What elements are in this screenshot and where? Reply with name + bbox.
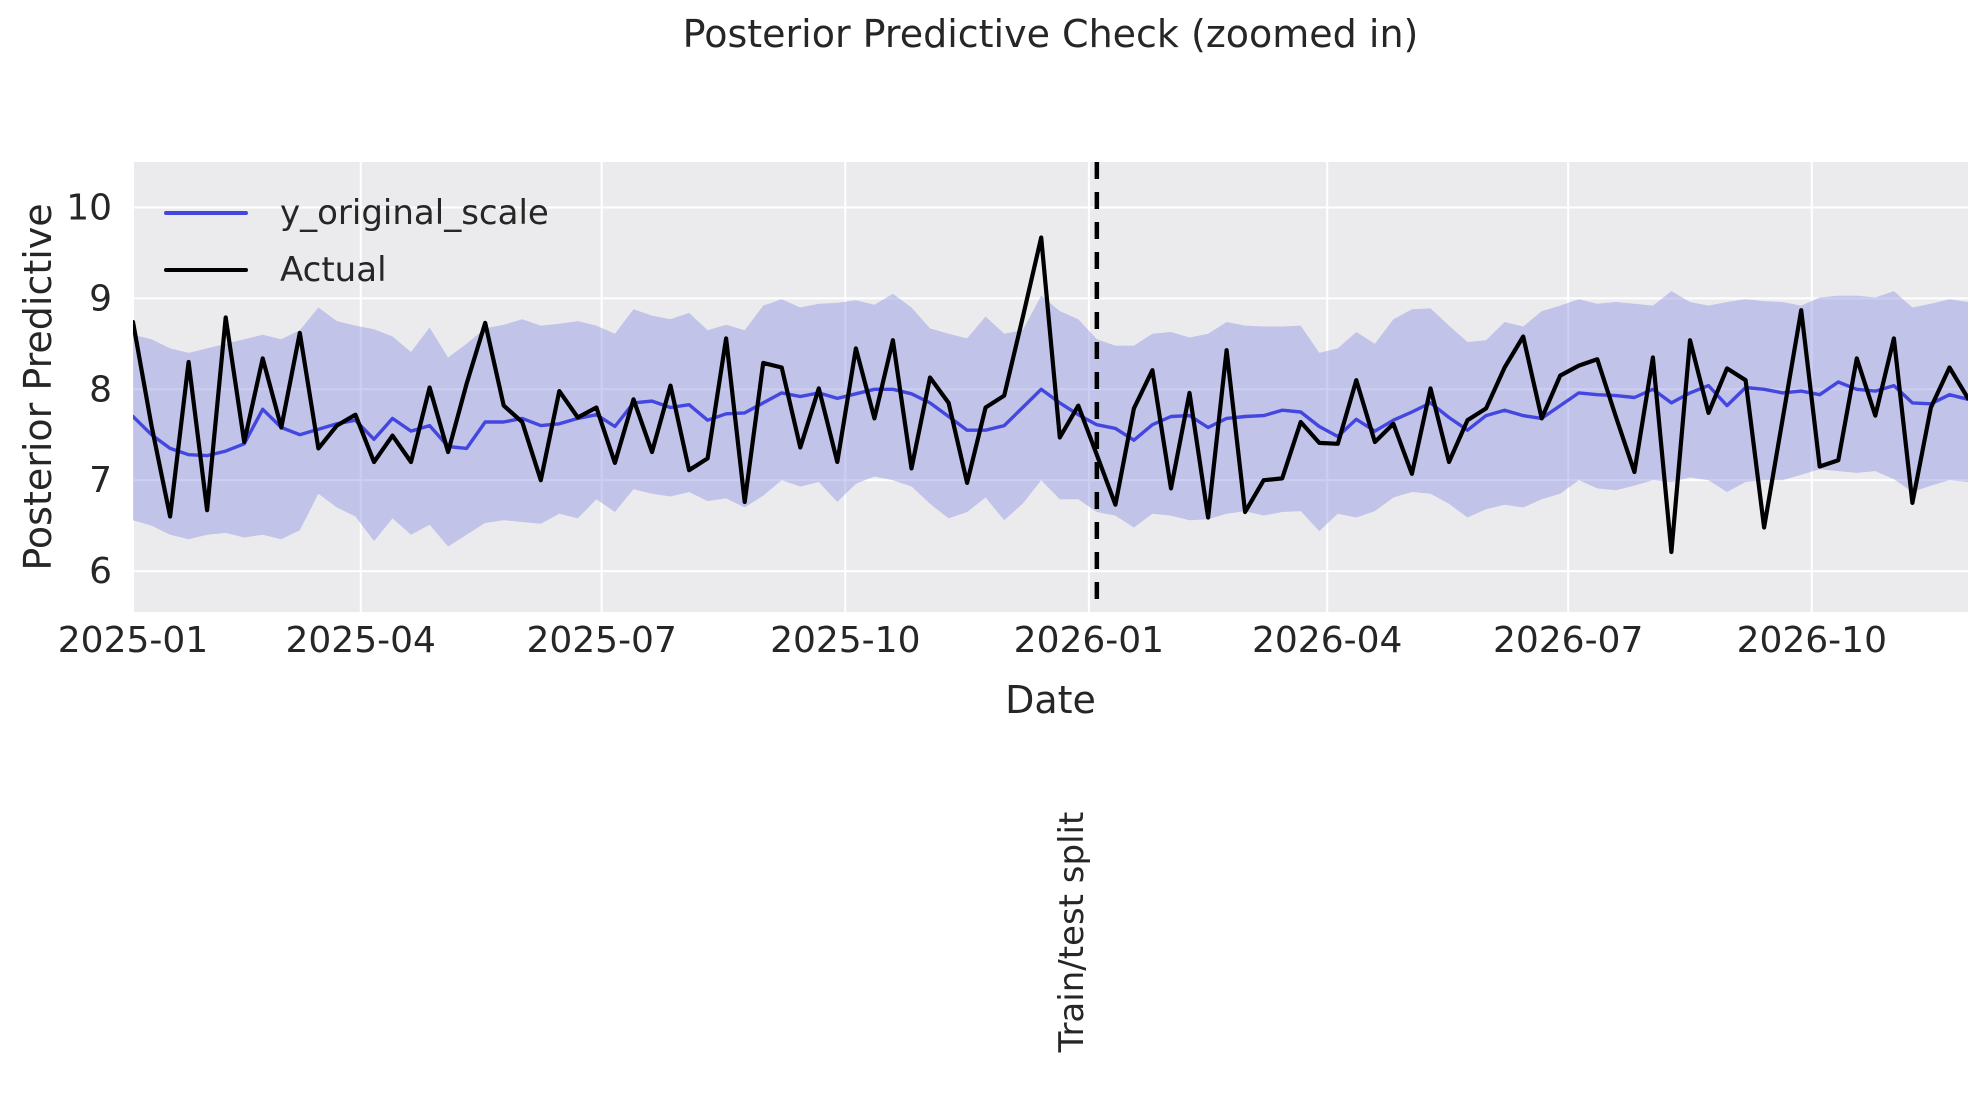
plot-area xyxy=(133,162,1968,612)
predicted-line xyxy=(133,380,1968,458)
predicted-line-sample-icon xyxy=(164,210,248,215)
actual-line-sample-icon xyxy=(164,267,248,272)
y-tick-label: 8 xyxy=(89,369,112,410)
x-tick-label: 2026-04 xyxy=(1252,620,1402,661)
x-tick-label: 2025-07 xyxy=(526,620,676,661)
y-axis-label: Posterior Predictive xyxy=(16,203,60,571)
legend-item-predicted: y_original_scale xyxy=(164,184,549,241)
y-tick-label: 7 xyxy=(89,460,112,501)
x-axis-label: Date xyxy=(1005,678,1096,722)
x-tick-label: 2026-07 xyxy=(1493,620,1643,661)
legend-item-actual: Actual xyxy=(164,241,549,298)
x-tick-label: 2026-01 xyxy=(1014,620,1164,661)
y-tick-label: 10 xyxy=(66,187,112,228)
x-tick-label: 2025-10 xyxy=(770,620,920,661)
y-tick-label: 6 xyxy=(89,551,112,592)
hdi-band xyxy=(133,291,1968,547)
x-tick-label: 2025-04 xyxy=(286,620,436,661)
legend-label-actual: Actual xyxy=(280,249,387,290)
y-tick-label: 9 xyxy=(89,278,112,319)
actual-line xyxy=(133,235,1968,555)
x-tick-label: 2026-10 xyxy=(1737,620,1887,661)
train-test-split-label: Train/test split xyxy=(1052,811,1092,1053)
chart-title: Posterior Predictive Check (zoomed in) xyxy=(682,12,1419,56)
legend-label-predicted: y_original_scale xyxy=(280,192,549,233)
x-tick-label: 2025-01 xyxy=(58,620,208,661)
legend: y_original_scale Actual xyxy=(164,184,549,298)
